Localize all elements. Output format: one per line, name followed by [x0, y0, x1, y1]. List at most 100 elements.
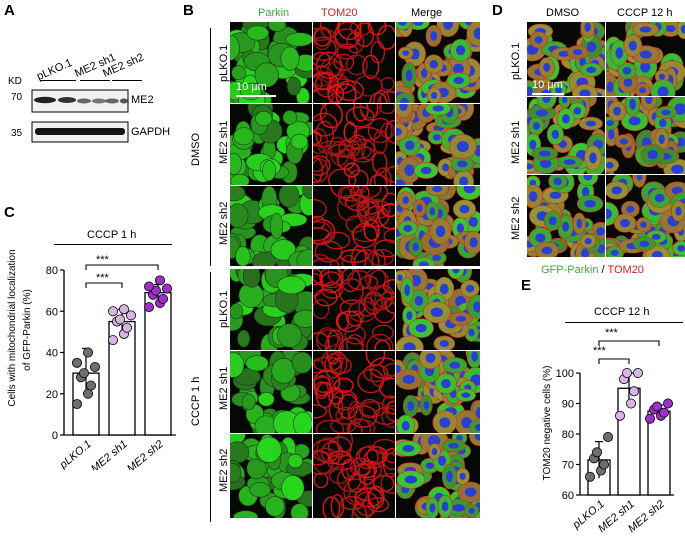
- micrograph-b-r1-tom20: [313, 22, 395, 103]
- micrograph-b-r4-parkin: [230, 269, 312, 350]
- C-point-0-0: [72, 399, 83, 410]
- panel-e-label: E: [521, 277, 532, 294]
- treatment-line-c: [54, 244, 172, 245]
- header-merge: Merge: [411, 7, 443, 19]
- micrograph-d-r2-cccp: [606, 97, 685, 174]
- micrograph-b-r6-parkin: [230, 434, 312, 518]
- legend-gfp-parkin: GFP-Parkin: [541, 264, 599, 276]
- C-point-1-4: [115, 314, 126, 325]
- sig-c-outer: ***: [96, 254, 109, 266]
- C-sig-bracket-0: [85, 264, 159, 270]
- micrograph-d-r1-cccp: [606, 22, 685, 96]
- C-ytick-label-40: 40: [46, 348, 58, 360]
- row-label-b5: ME2 sh1: [218, 366, 230, 410]
- E-sig-bracket-1: [598, 358, 630, 364]
- E-point-0-5: [603, 432, 614, 443]
- micrograph-b-r3-parkin: [230, 186, 312, 266]
- lane-underline-2: [80, 80, 110, 81]
- C-ytick-label-20: 20: [46, 389, 58, 401]
- panel-d-label: D: [492, 2, 503, 19]
- lane-underline-3: [112, 80, 142, 81]
- E-sig-bracket-0: [598, 340, 660, 346]
- C-point-1-2: [122, 322, 133, 333]
- scale-label-b: 10 μm: [236, 81, 267, 93]
- sig-c-inner: ***: [96, 272, 109, 284]
- panel-a-label: A: [4, 2, 15, 19]
- E-point-0-0: [585, 471, 596, 482]
- C-ytick-label-60: 60: [46, 306, 58, 318]
- micrograph-b-r6-merge: [396, 434, 480, 518]
- micrograph-b-r5-parkin: [230, 351, 312, 433]
- E-point-0-4: [592, 447, 603, 458]
- C-point-1-5: [126, 310, 137, 321]
- western-blot: [31, 89, 129, 143]
- E-point-2-2: [659, 407, 670, 418]
- C-point-2-0: [144, 302, 155, 313]
- micrograph-b-r2-tom20: [313, 104, 395, 185]
- C-bar-2: [144, 292, 172, 436]
- C-point-2-2: [158, 293, 169, 304]
- row-label-b2: ME2 sh1: [218, 120, 230, 164]
- lane-underline-1: [40, 80, 76, 81]
- micrograph-b-r6-tom20: [313, 434, 395, 518]
- micrograph-d-r3-cccp: [606, 175, 685, 257]
- E-point-1-2: [629, 386, 640, 397]
- header-tom20: TOM20: [321, 7, 358, 19]
- C-ytick-label-80: 80: [46, 265, 58, 277]
- micrograph-b-r2-merge: [396, 104, 480, 185]
- band-me2: ME2: [131, 94, 154, 106]
- mw-35: 35: [11, 128, 23, 139]
- micrograph-b-r5-tom20: [313, 351, 395, 433]
- micrograph-b-r5-merge: [396, 351, 480, 433]
- micrograph-b-r1-merge: [396, 22, 480, 103]
- row-label-b3: ME2 sh2: [218, 201, 230, 245]
- C-point-0-5: [90, 361, 101, 372]
- header-dmso-d: DMSO: [546, 7, 579, 19]
- micrograph-b-r3-tom20: [313, 186, 395, 266]
- row-label-d2: ME2 sh1: [510, 120, 522, 164]
- E-ytick-label-80: 80: [562, 429, 574, 441]
- C-point-0-2: [86, 380, 97, 391]
- C-sig-bracket-1: [85, 282, 123, 288]
- treatment-line-e: [565, 322, 683, 323]
- E-point-2-5: [663, 398, 674, 409]
- panel-b-label: B: [183, 2, 194, 19]
- row-label-d1: pLKO.1: [510, 42, 522, 80]
- row-label-b6: ME2 sh2: [218, 448, 230, 492]
- E-point-2-4: [652, 401, 663, 412]
- treatment-label-e: CCCP 12 h: [594, 306, 650, 318]
- legend-tom20: TOM20: [607, 264, 644, 276]
- E-ytick-label-90: 90: [562, 399, 574, 411]
- E-point-1-1: [626, 398, 637, 409]
- C-point-2-6: [144, 281, 155, 292]
- E-point-0-2: [599, 459, 610, 470]
- micrograph-d-r1-dmso: [527, 22, 605, 96]
- ylabel-c-1: Cells with mitochondrial localization: [7, 249, 18, 407]
- C-xlabel-2: ME2 sh2: [125, 438, 166, 470]
- cccp-bracket: [210, 272, 211, 522]
- treatment-label-c: CCCP 1 h: [87, 229, 137, 241]
- E-point-1-0: [615, 410, 626, 421]
- micrograph-b-r2-parkin: [230, 104, 312, 185]
- panel-c-label: C: [4, 204, 15, 221]
- kd-label: KD: [8, 76, 22, 87]
- micrograph-b-r4-merge: [396, 269, 480, 350]
- scale-bar-d: [532, 93, 564, 95]
- C-point-1-7: [119, 304, 130, 315]
- ylabel-c-2: of GFP-Parkin (%): [22, 289, 33, 371]
- sig-e-outer: ***: [605, 327, 618, 339]
- C-point-0-1: [83, 388, 94, 399]
- C-point-1-0: [108, 335, 119, 346]
- E-point-2-0: [645, 413, 656, 424]
- E-ytick-label-70: 70: [562, 460, 574, 472]
- C-point-0-7: [83, 347, 94, 358]
- dmso-bracket: [210, 28, 211, 266]
- legend-d: GFP-Parkin / TOM20: [541, 264, 644, 276]
- legend-separator: /: [598, 264, 608, 276]
- row-label-b4: pLKO.1: [218, 290, 230, 328]
- mw-70: 70: [11, 92, 23, 103]
- scale-label-d: 10 μm: [532, 79, 563, 91]
- C-xlabel-1: ME2 sh1: [89, 438, 130, 470]
